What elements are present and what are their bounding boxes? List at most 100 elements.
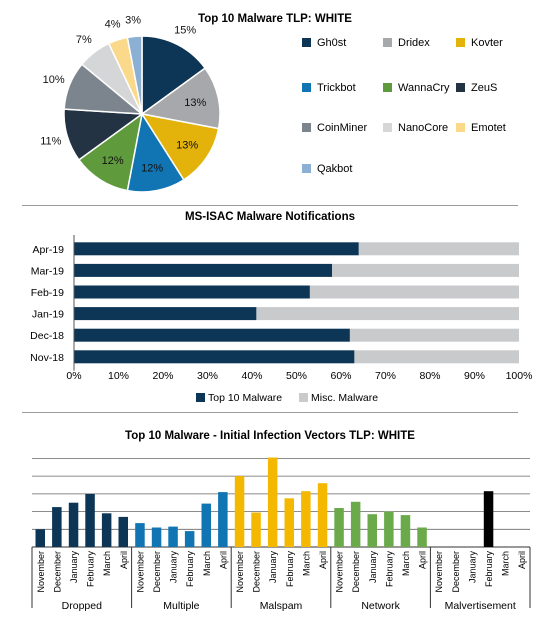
pie-slice-kovter [140,112,220,181]
vbar-multiple-march [201,503,211,547]
vbar-month-label: November [135,551,145,593]
vbar-month-label: January [467,551,477,584]
legend-swatch [302,123,311,132]
hbar-category-label: Mar-19 [31,265,64,277]
hbar-top-10-malware-nov-18 [74,350,355,364]
pie-legend-item-emotet: Emotet [456,122,506,134]
hbar-misc-malware-feb-19 [309,285,519,299]
vbar-malspam-march [301,491,311,547]
vbar-month-label: December [152,551,162,593]
divider-1 [22,205,518,206]
hbar-misc-malware-nov-18 [354,350,519,364]
hbar-top-10-malware-mar-19 [74,263,333,277]
legend-swatch [383,83,392,92]
vbar-month-label: January [169,551,179,584]
hbar-top-10-malware-dec-18 [74,328,350,342]
pie-label-gh0st: 15% [174,24,196,36]
legend-swatch [383,38,392,47]
vbar-month-label: March [401,551,411,576]
hbar-misc-malware-apr-19 [358,242,519,256]
vbar-month-label: April [517,551,527,569]
hbar-x-tick: 60% [330,370,351,382]
pie-legend-item-gh0st: Gh0st [302,37,346,49]
vbar-malspam-february [284,498,294,547]
vbar-month-label: February [185,551,195,588]
vbar-multiple-april [218,492,228,547]
pie-label-dridex: 13% [184,97,206,109]
vbar-month-label: April [119,551,129,569]
pie-label-emotet: 4% [105,19,121,31]
legend-label: Top 10 Malware [208,392,282,404]
hbar-x-tick: 10% [108,370,129,382]
vbar-month-label: April [318,551,328,569]
pie-slice-dridex [140,67,221,130]
hbar-x-tick: 50% [286,370,307,382]
hbar-top-10-malware-jan-19 [74,307,257,321]
pie-legend-item-trickbot: Trickbot [302,82,356,94]
hbar-x-tick: 0% [66,370,81,382]
pie-label-coinminer: 10% [43,74,65,86]
vbar-malspam-april [317,483,328,547]
pie-chart: Top 10 Malware TLP: WHITE 15% 13% 13% 12% 12… [40,13,506,193]
legend-label: Gh0st [317,37,346,49]
vbar-month-label: January [368,551,378,584]
vbar-malvertisement-february [483,491,494,547]
pie-label-trickbot: 12% [141,163,163,175]
infection-vectors-chart: Top 10 Malware - Initial Infection Vecto… [31,430,531,612]
vbar-network-november [334,508,344,547]
pie-title: Top 10 Malware TLP: WHITE [198,13,352,25]
legend-swatch [299,393,308,402]
legend-label: ZeuS [471,82,497,94]
hbar-x-tick: 90% [464,370,485,382]
notifications-bar-chart: MS-ISAC Malware Notifications Apr-19 Mar-… [30,211,532,404]
hbar-top-10-malware-feb-19 [74,285,310,299]
vbar-title: Top 10 Malware - Initial Infection Vecto… [125,430,415,442]
legend-swatch [456,38,465,47]
vbar-month-label: November [434,551,444,593]
hbar-legend-item-top-10-malware: Top 10 Malware [196,392,282,404]
vbar-month-label: March [202,551,212,576]
vbar-dropped-november [35,529,45,547]
vbar-malspam-november [234,476,245,547]
vbar-month-label: December [52,551,62,593]
vbar-month-label: March [301,551,311,576]
hbar-legend-item-misc-malware: Misc. Malware [299,392,378,404]
vbar-group-label-network: Network [361,600,400,612]
legend-label: Kovter [471,37,503,49]
vbar-month-label: November [36,551,46,593]
vbar-dropped-march [101,513,112,547]
vbar-multiple-january [168,526,178,547]
pie-label-kovter: 13% [176,140,198,152]
vbar-group-label-malvertisement: Malvertisement [445,600,516,612]
pie-slice-qakbot [126,35,143,115]
pie-label-qakbot: 3% [125,14,141,26]
legend-swatch [302,83,311,92]
legend-swatch [456,83,465,92]
pie-label-wannacry: 12% [102,155,124,167]
hbar-x-tick: 40% [241,370,262,382]
vbar-multiple-february [184,531,195,547]
hbar-category-label: Feb-19 [31,287,64,299]
legend-swatch [302,38,311,47]
vbar-dropped-december [52,507,62,547]
hbar-misc-malware-jan-19 [256,307,519,321]
legend-label: CoinMiner [317,122,367,134]
pie-legend-item-wannacry: WannaCry [383,82,450,94]
vbar-month-label: February [384,551,394,588]
vbar-month-label: February [484,551,494,588]
hbar-category-label: Apr-19 [32,244,64,256]
pie-label-zeus: 11% [40,136,61,148]
vbar-month-label: March [501,551,511,576]
pie-slice-gh0st [141,35,207,116]
pie-legend-item-kovter: Kovter [456,37,503,49]
pie-legend-item-qakbot: Qakbot [302,163,352,175]
vbar-dropped-february [85,493,95,547]
vbar-network-april [417,527,427,547]
vbar-month-label: February [86,551,96,588]
pie-legend-item-zeus: ZeuS [456,82,497,94]
vbar-multiple-november [135,523,145,547]
pie-legend-item-nanocore: NanoCore [383,122,448,134]
pie-legend-item-coinminer: CoinMiner [302,122,367,134]
pie-label-nanocore: 7% [76,34,92,46]
vbar-malspam-january [267,457,278,547]
